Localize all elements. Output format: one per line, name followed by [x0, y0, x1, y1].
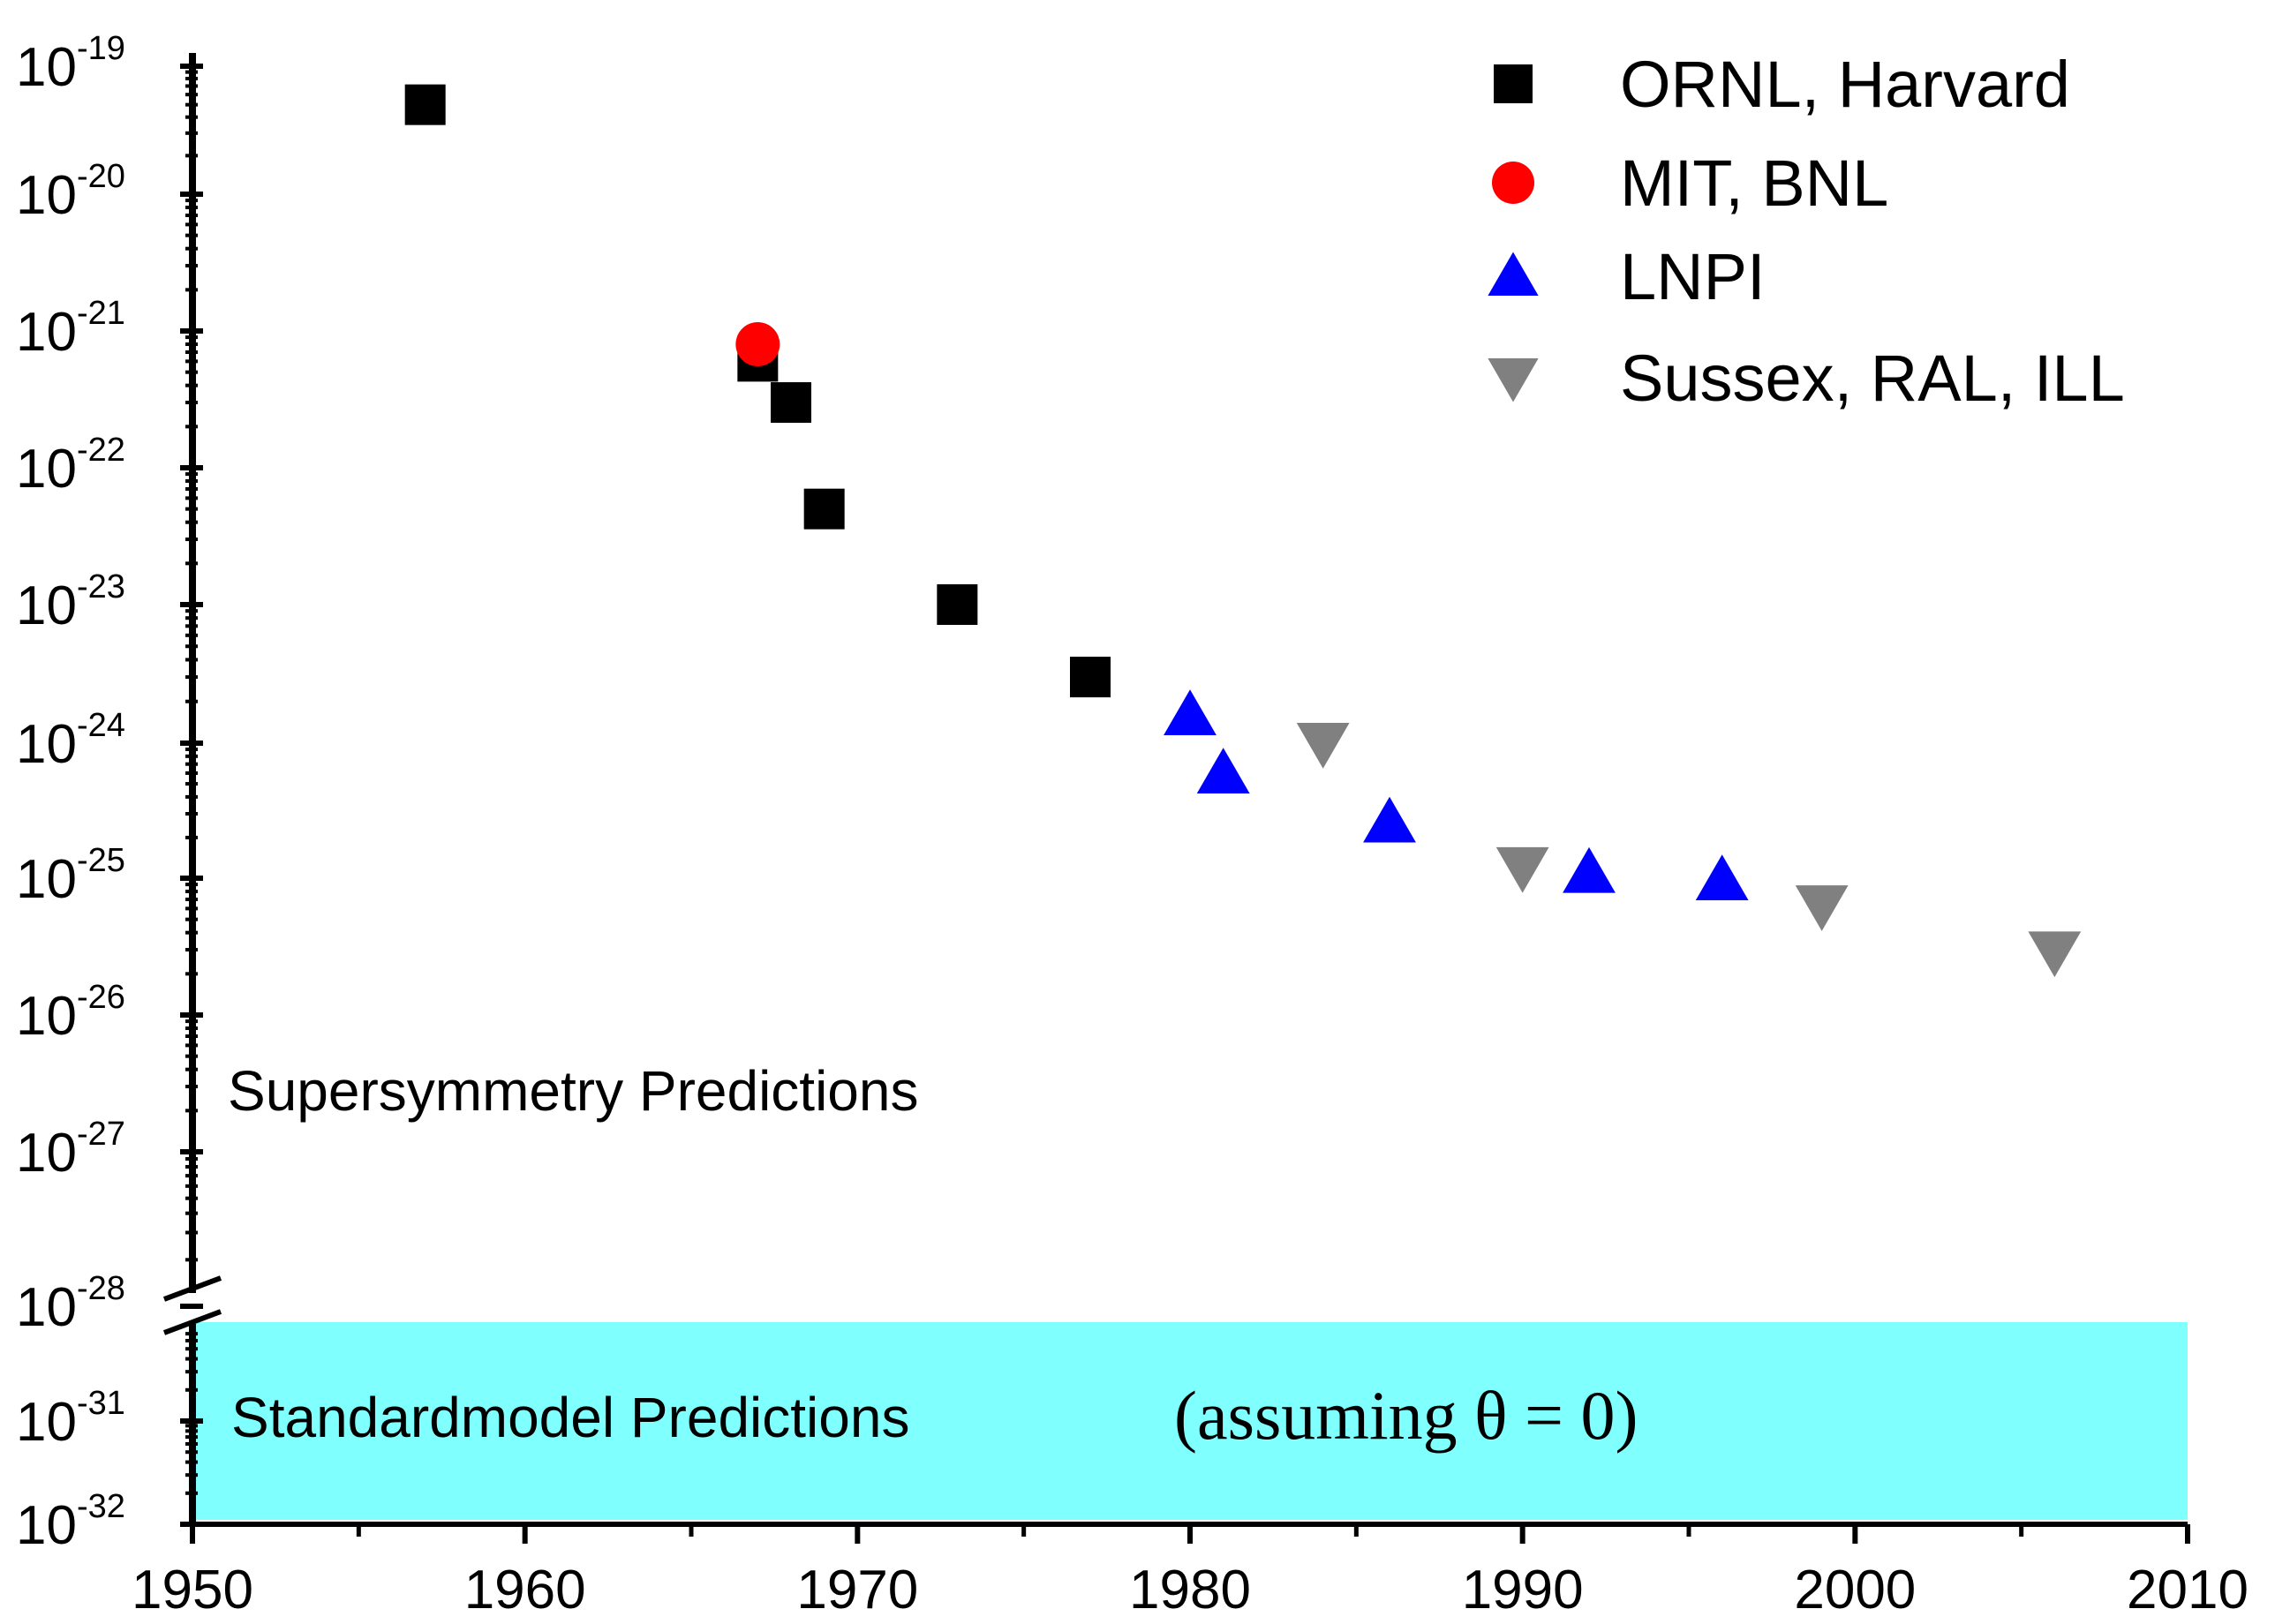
legend-label: Sussex, RAL, ILL: [1620, 342, 2125, 415]
x-ticks: 1950 1960 1970 1980 1990 2000 2010: [132, 1524, 2249, 1620]
data-point: [1695, 854, 1749, 901]
y-tick-label: 10-26: [16, 979, 125, 1047]
y-tick-label: 10-31: [16, 1385, 125, 1453]
data-point: [1363, 796, 1416, 843]
data-point: [404, 84, 446, 125]
data-point: [1070, 657, 1111, 698]
y-tick-label: 10-27: [16, 1116, 125, 1184]
x-tick-label: 1980: [1129, 1560, 1251, 1620]
data-point: [1196, 748, 1250, 793]
data-point: [937, 584, 978, 625]
data-point: [1563, 846, 1616, 893]
prediction-bands: [194, 1322, 2188, 1520]
axes: 10-32 10-31 10-28 10-27 10-26 10-25 10-24 10-23…: [16, 30, 2249, 1620]
standard-model-band: [194, 1322, 2188, 1520]
y-tick-label: 10-24: [16, 707, 125, 775]
x-tick-label: 1950: [132, 1560, 253, 1620]
x-tick-label: 2000: [1794, 1560, 1916, 1620]
data-point: [735, 322, 780, 367]
y-tick-labels: 10-32 10-31 10-28 10-27 10-26 10-25 10-24 10-23…: [16, 30, 125, 1556]
legend-marker: [1488, 358, 1539, 402]
legend-marker: [1494, 64, 1533, 103]
axis-break-mark: [162, 1275, 222, 1335]
x-tick-label: 1960: [464, 1560, 586, 1620]
y-ticks: [180, 64, 203, 1527]
series-3: [1296, 723, 2082, 978]
x-tick-label: 1990: [1462, 1560, 1584, 1620]
series-0: [404, 84, 1111, 698]
data-point: [1296, 723, 1350, 769]
legend-item: Sussex, RAL, ILL: [1488, 342, 2125, 415]
data-point: [771, 382, 811, 424]
standard-model-label: Standardmodel Predictions: [231, 1386, 909, 1449]
data-points: [404, 84, 2082, 978]
legend-label: LNPI: [1620, 240, 1766, 313]
data-point: [803, 488, 845, 530]
y-tick-label: 10-23: [16, 568, 125, 636]
x-tick-label: 1970: [796, 1560, 918, 1620]
legend: ORNL, Harvard MIT, BNL LNPI Sussex, RAL, IL…: [1488, 48, 2125, 415]
assumption-annotation: (assuming θ = 0): [1174, 1377, 1638, 1454]
series-1: [735, 322, 780, 367]
annotations: Supersymmetry Predictions Standardmodel P…: [228, 1059, 1638, 1454]
data-point: [2028, 931, 2082, 978]
legend-item: MIT, BNL: [1492, 147, 1888, 220]
y-tick-label: 10-22: [16, 432, 125, 500]
y-tick-label: 10-20: [16, 158, 125, 226]
x-tick-label: 2010: [2127, 1560, 2249, 1620]
y-tick-label: 10-19: [16, 30, 125, 98]
data-point: [1795, 885, 1849, 931]
legend-item: LNPI: [1488, 240, 1766, 313]
data-point: [1164, 689, 1217, 735]
y-tick-label: 10-25: [16, 842, 125, 910]
y-tick-label: 10-21: [16, 295, 125, 363]
y-tick-label: 10-28: [16, 1270, 125, 1338]
legend-label: MIT, BNL: [1620, 147, 1888, 220]
y-tick-label: 10-32: [16, 1488, 125, 1556]
legend-label: ORNL, Harvard: [1620, 48, 2070, 121]
legend-item: ORNL, Harvard: [1494, 48, 2070, 121]
series-2: [1164, 689, 1749, 901]
supersymmetry-label: Supersymmetry Predictions: [228, 1059, 918, 1123]
legend-marker: [1492, 162, 1534, 204]
legend-marker: [1488, 252, 1539, 296]
data-point: [1495, 846, 1549, 893]
